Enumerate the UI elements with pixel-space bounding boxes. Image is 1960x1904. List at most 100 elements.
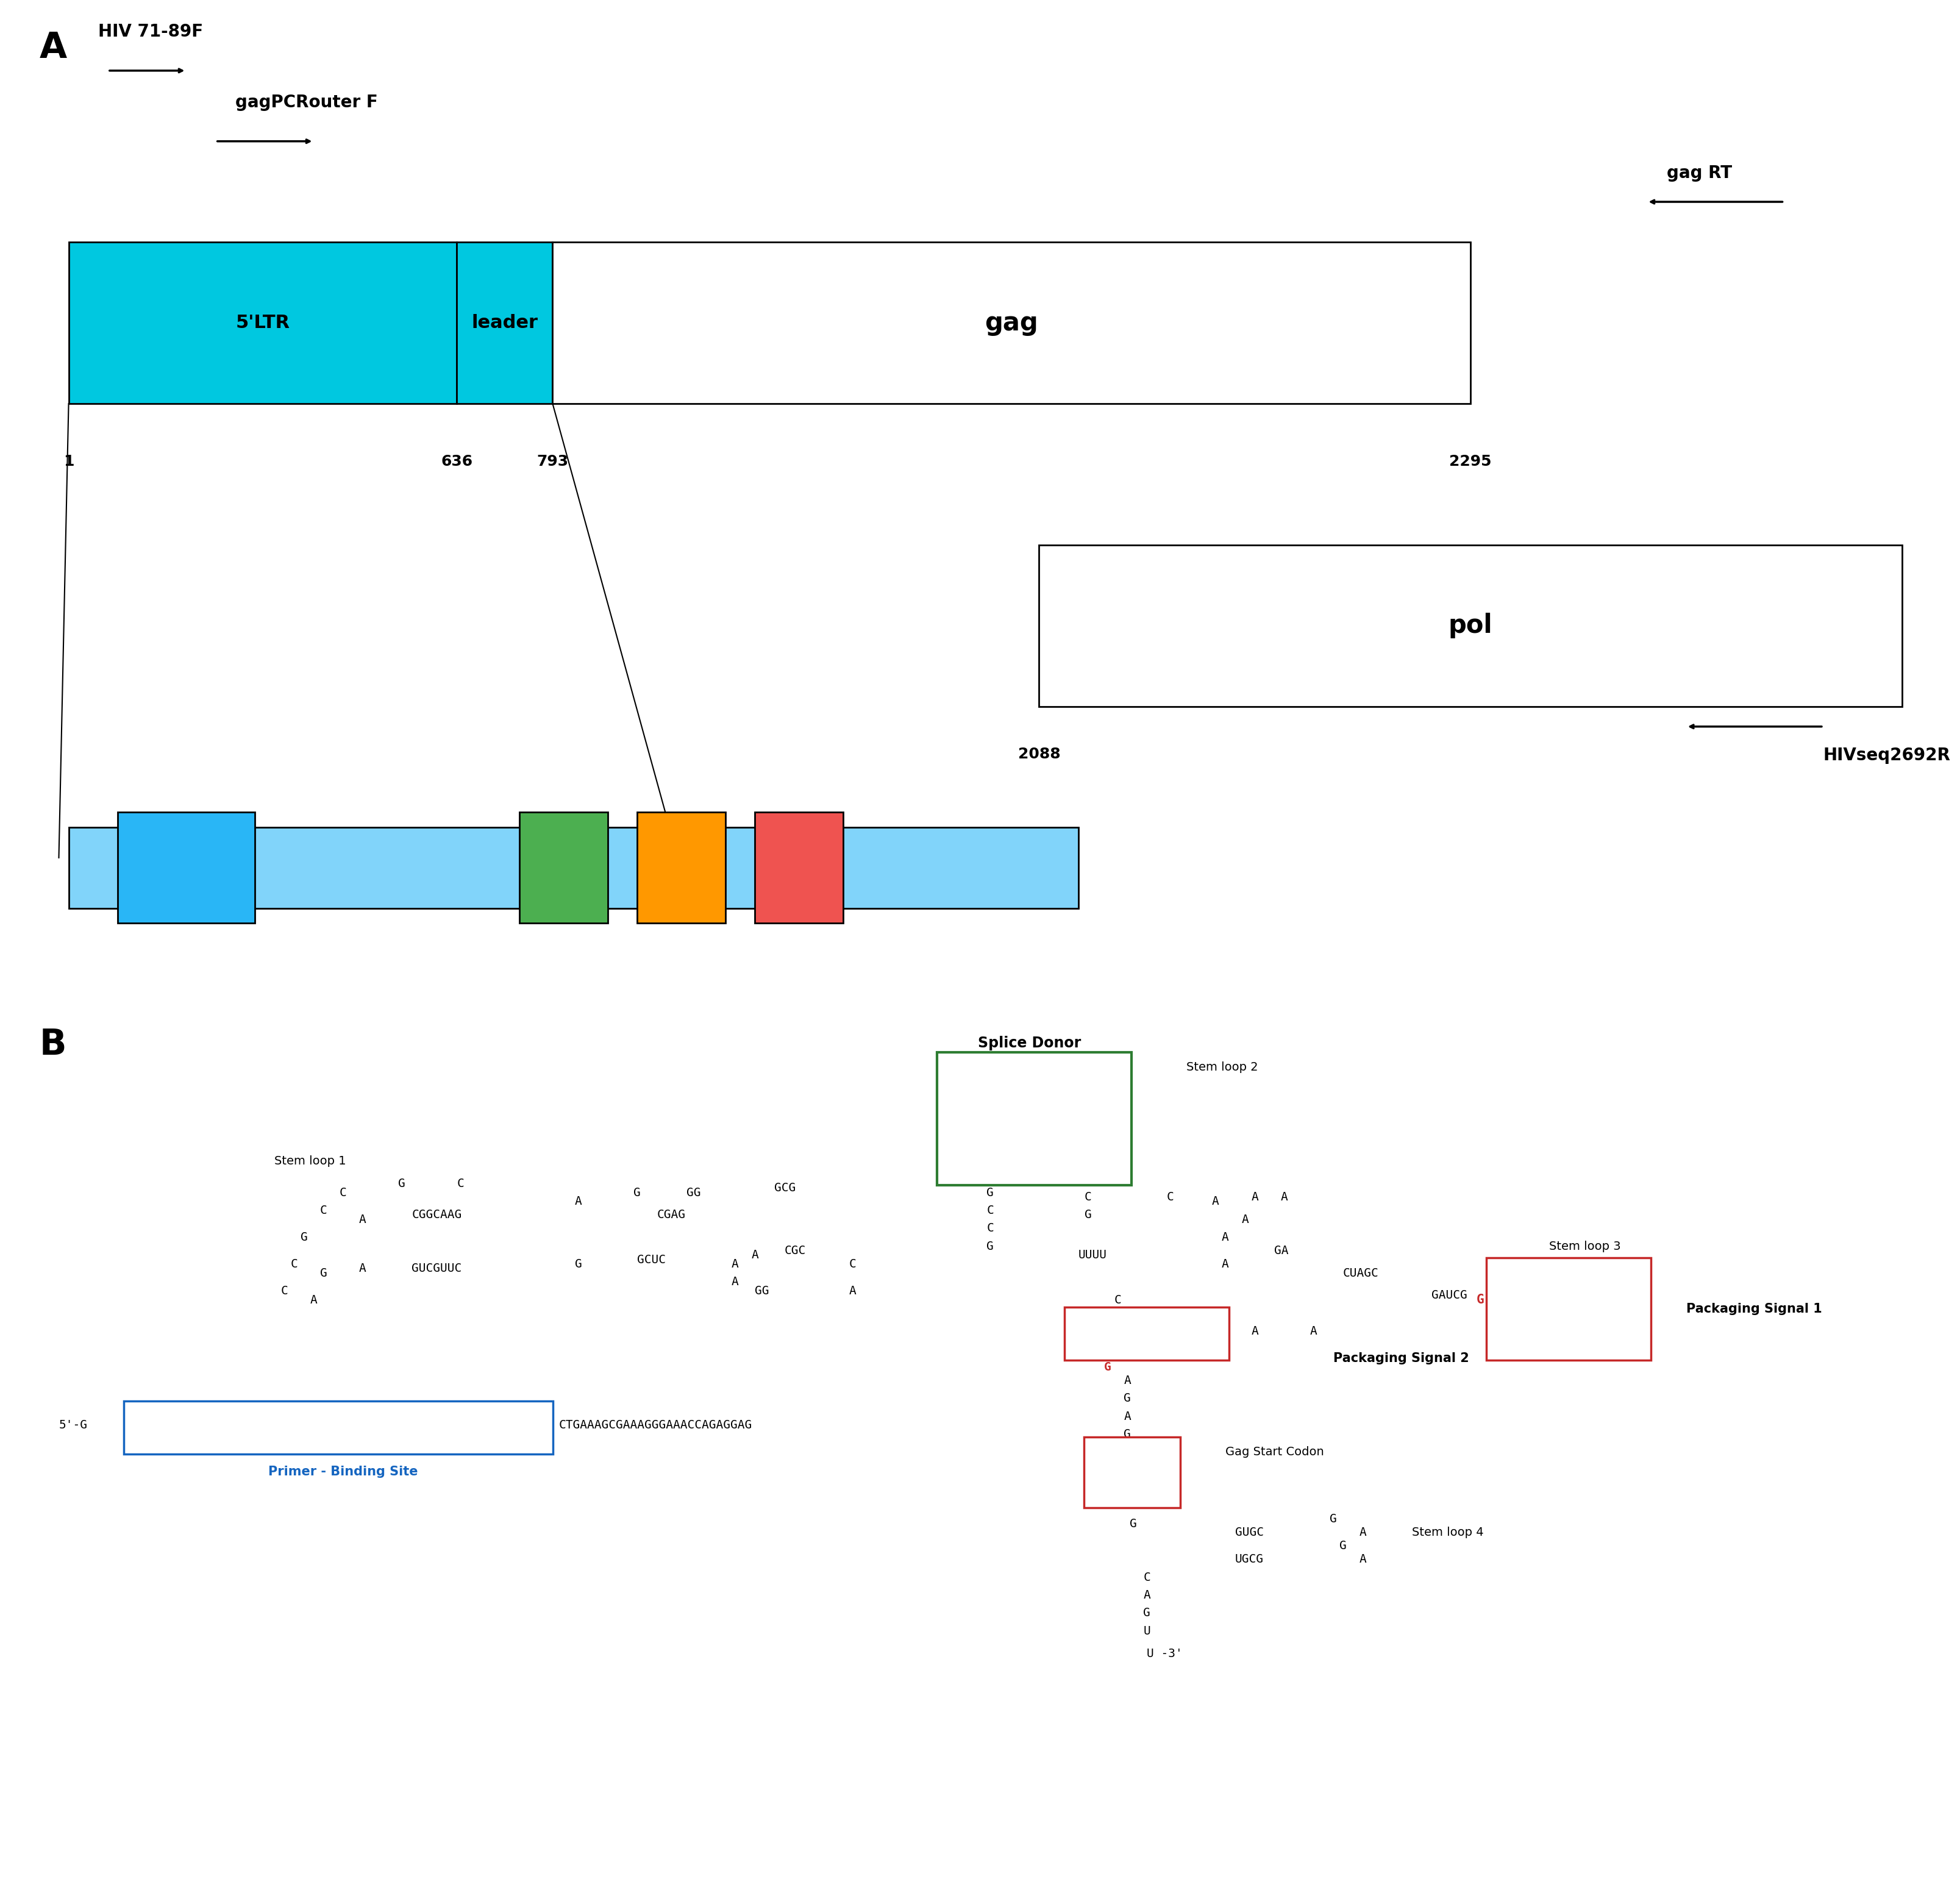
Text: SD1: SD1 (545, 859, 582, 876)
Text: A: A (731, 1276, 739, 1287)
Text: G: G (1123, 1428, 1131, 1439)
Text: 2088: 2088 (1017, 746, 1060, 762)
Text: Primer - Binding Site: Primer - Binding Site (269, 1466, 417, 1478)
Text: G: G (1074, 1120, 1082, 1131)
Text: G: G (980, 1061, 988, 1074)
Text: G: G (574, 1259, 582, 1270)
Text: C: C (1166, 1192, 1174, 1203)
Text: A: A (1143, 1590, 1151, 1601)
Text: A: A (849, 1285, 857, 1297)
Text: A: A (1250, 1192, 1258, 1203)
Text: U: U (1103, 1312, 1111, 1323)
Text: GAUCG: GAUCG (1431, 1289, 1466, 1300)
Text: UUUU: UUUU (1078, 1249, 1107, 1260)
Text: GCG: GCG (774, 1182, 796, 1194)
Text: U -3': U -3' (1147, 1647, 1182, 1658)
Text: G: G (1129, 1491, 1137, 1502)
Text: G: G (1476, 1295, 1484, 1306)
Text: G: G (1074, 1083, 1082, 1097)
Text: G: G (319, 1268, 327, 1279)
Text: Stem loop 1: Stem loop 1 (274, 1156, 347, 1167)
Text: gagPCRouter F: gagPCRouter F (235, 93, 378, 110)
Bar (1039, 545, 1901, 706)
Text: HIVseq2692R: HIVseq2692R (1823, 746, 1950, 764)
Text: G: G (1574, 1295, 1582, 1306)
Text: G: G (1129, 1517, 1137, 1529)
Text: 636: 636 (441, 455, 472, 468)
Text: C: C (1074, 1173, 1082, 1186)
Text: A: A (359, 1213, 367, 1224)
Text: G: G (986, 1186, 994, 1198)
Text: Gag Start Codon: Gag Start Codon (1225, 1447, 1323, 1458)
Text: U: U (1143, 1626, 1151, 1637)
Text: Stem loop 3: Stem loop 3 (1548, 1241, 1621, 1253)
Text: A: A (39, 30, 67, 65)
Text: A: A (1221, 1232, 1229, 1243)
Text: CGAG: CGAG (657, 1209, 686, 1220)
Text: C: C (319, 1205, 327, 1217)
Text: A: A (310, 1295, 318, 1306)
Bar (637, 813, 725, 923)
Text: Packaging Signal 2: Packaging Signal 2 (1333, 1352, 1468, 1365)
Text: U: U (1074, 1137, 1082, 1150)
Text: gag: gag (984, 310, 1039, 335)
Text: G: G (300, 1232, 308, 1243)
Text: GG: GG (686, 1186, 700, 1198)
Text: CGC: CGC (784, 1245, 806, 1257)
Text: AGG: AGG (1125, 1325, 1149, 1337)
Bar (519, 813, 608, 923)
Bar (69, 828, 1078, 908)
Text: PS1: PS1 (662, 859, 700, 876)
Text: A: A (1123, 1375, 1131, 1386)
Text: TGGCGCCCGAACAGGGAC: TGGCGCCCGAACAGGGAC (137, 1420, 267, 1432)
Text: A: A (1250, 1325, 1258, 1337)
Text: 5'LTR: 5'LTR (235, 314, 290, 331)
Text: GCUC: GCUC (637, 1255, 666, 1266)
Text: A: A (1309, 1325, 1317, 1337)
Text: A: A (1211, 1196, 1219, 1207)
Text: C: C (849, 1259, 857, 1270)
Text: A: A (574, 1196, 582, 1207)
Text: pol: pol (1448, 613, 1492, 638)
Text: G: G (980, 1150, 988, 1163)
Text: C: C (986, 1205, 994, 1217)
Text: G: G (986, 1241, 994, 1253)
Text: C: C (457, 1179, 465, 1190)
Text: C: C (986, 1222, 994, 1234)
Text: A: A (751, 1249, 759, 1260)
Text: Packaging Signal 1: Packaging Signal 1 (1686, 1302, 1821, 1316)
Bar (755, 813, 843, 923)
Text: G: G (1123, 1392, 1131, 1403)
Text: HIV 71-89F: HIV 71-89F (98, 23, 204, 40)
Text: C: C (1113, 1295, 1121, 1306)
Text: A: A (980, 1133, 988, 1144)
Text: C: C (1143, 1571, 1151, 1582)
Text: G: G (1103, 1361, 1111, 1373)
Text: A: A (1241, 1213, 1249, 1224)
Text: UGCG: UGCG (1235, 1554, 1264, 1565)
Text: 793: 793 (537, 455, 568, 468)
FancyBboxPatch shape (937, 1053, 1131, 1186)
Text: leader: leader (470, 314, 537, 331)
Text: CGGCAAG: CGGCAAG (412, 1209, 463, 1220)
Text: 5'-G: 5'-G (59, 1420, 88, 1432)
Text: A: A (1074, 1156, 1082, 1167)
Text: A: A (1123, 1411, 1131, 1422)
Text: A: A (1074, 1101, 1082, 1114)
Text: G: G (1329, 1514, 1337, 1525)
Text: A: A (1515, 1325, 1523, 1337)
Text: GUCGUUC: GUCGUUC (412, 1262, 463, 1274)
Bar (553, 242, 1470, 404)
Text: CUAGC: CUAGC (1343, 1268, 1378, 1279)
Text: GG: GG (755, 1285, 768, 1297)
Text: Stem loop 2: Stem loop 2 (1186, 1062, 1258, 1074)
Text: G: G (1515, 1266, 1523, 1279)
FancyBboxPatch shape (1486, 1259, 1650, 1359)
Text: C: C (290, 1259, 298, 1270)
Text: A: A (731, 1259, 739, 1270)
Text: C: C (1084, 1192, 1092, 1203)
Text: Stem loop 4: Stem loop 4 (1411, 1527, 1484, 1538)
Text: C: C (1123, 1447, 1131, 1458)
Text: G: G (1339, 1540, 1347, 1552)
Text: A: A (1280, 1192, 1288, 1203)
